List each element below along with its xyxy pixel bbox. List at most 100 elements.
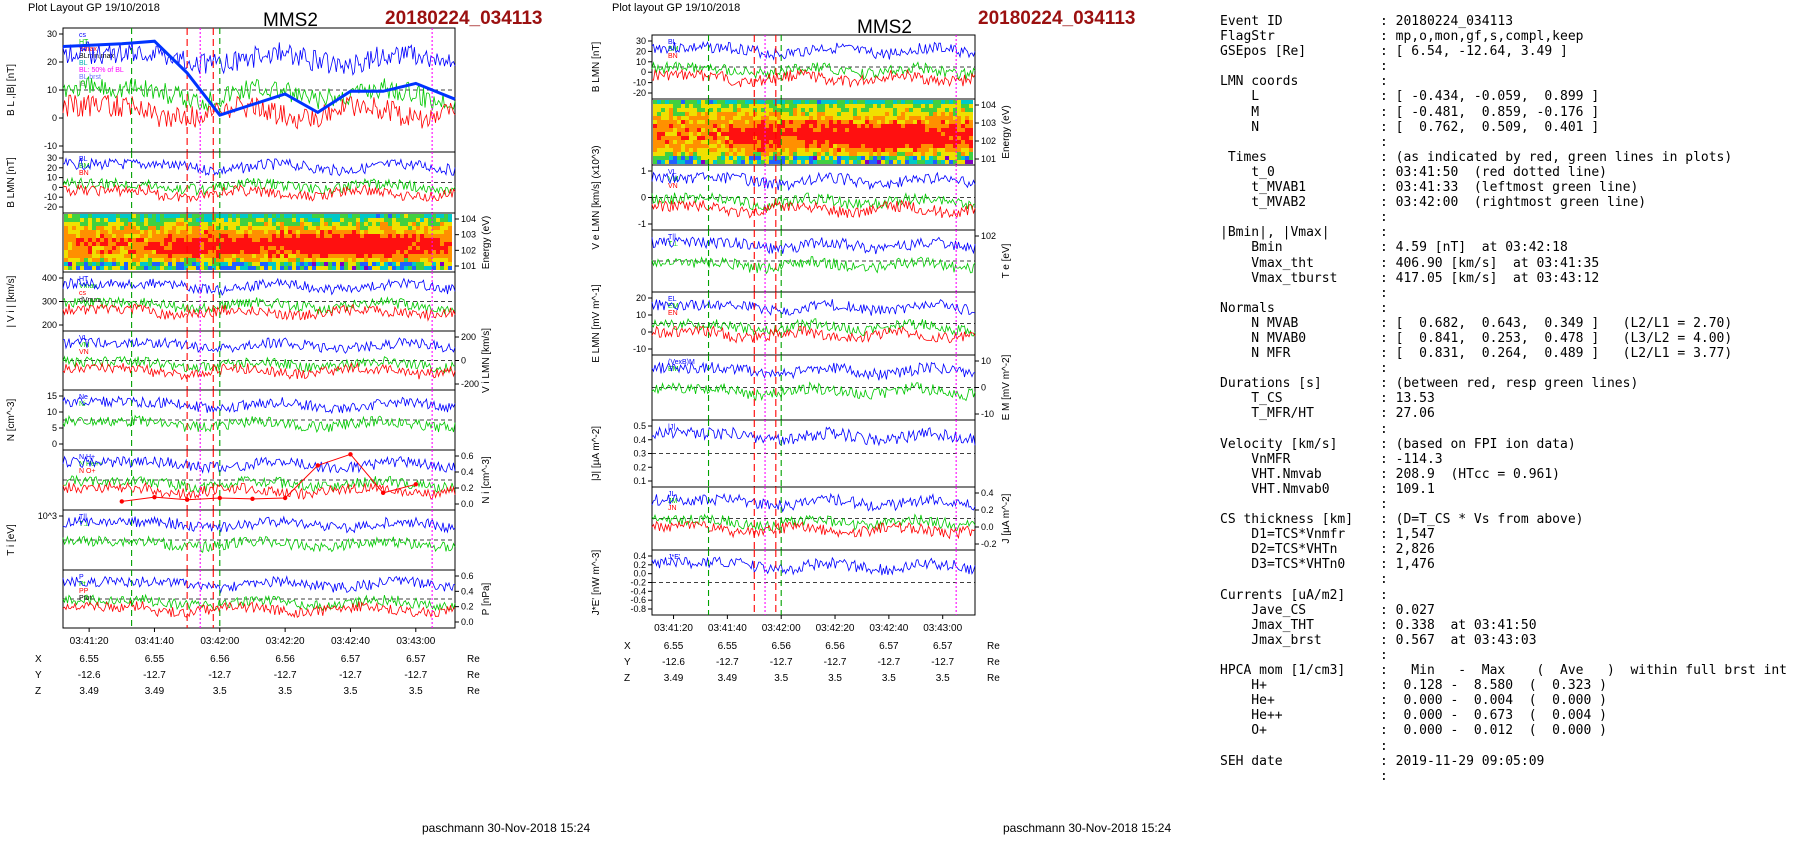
spectrogram-cell bbox=[88, 266, 92, 270]
spectrogram-cell bbox=[885, 112, 889, 116]
spectrogram-cell bbox=[360, 214, 364, 218]
spectrogram-cell bbox=[689, 140, 693, 144]
summary-row: t_MVAB2: 03:42:00 (rightmost green line) bbox=[1220, 195, 1800, 210]
spectrogram-cell bbox=[729, 112, 733, 116]
y-tick-label: 104 bbox=[981, 100, 996, 110]
spectrogram-cell bbox=[180, 218, 184, 222]
spectrogram-cell bbox=[677, 132, 681, 136]
spectrogram-cell bbox=[793, 124, 797, 128]
spectrogram-cell bbox=[380, 218, 384, 222]
spectrogram-cell bbox=[400, 258, 404, 262]
spectrogram-cell bbox=[941, 152, 945, 156]
spectrogram-cell bbox=[308, 254, 312, 258]
spectrogram-cell bbox=[300, 218, 304, 222]
spectrogram-cell bbox=[368, 234, 372, 238]
spectrogram-cell bbox=[737, 124, 741, 128]
spectrogram-cell bbox=[272, 218, 276, 222]
y-axis-label: |J| [µA m^-2] bbox=[591, 426, 602, 481]
spectrogram-cell bbox=[945, 140, 949, 144]
spectrogram-cell bbox=[857, 148, 861, 152]
spectrogram-cell bbox=[168, 266, 172, 270]
spectrogram-cell bbox=[348, 222, 352, 226]
x-tick-label: 03:41:20 bbox=[654, 623, 693, 634]
spectrogram-cell bbox=[160, 226, 164, 230]
spectrogram-cell bbox=[673, 108, 677, 112]
spectrogram-cell bbox=[749, 152, 753, 156]
spectrogram-cell bbox=[224, 246, 228, 250]
spectrogram-cell bbox=[204, 246, 208, 250]
spectrogram-cell bbox=[701, 128, 705, 132]
spectrogram-cell bbox=[881, 108, 885, 112]
summary-value: : (based on FPI ion data) bbox=[1380, 436, 1576, 452]
spectrogram-cell bbox=[104, 226, 108, 230]
spectrogram-cell bbox=[136, 222, 140, 226]
spectrogram-cell bbox=[885, 104, 889, 108]
spectrogram-cell bbox=[829, 156, 833, 160]
spectrogram-cell bbox=[753, 112, 757, 116]
spectrogram-cell bbox=[196, 214, 200, 218]
spectrogram-cell bbox=[280, 226, 284, 230]
spectrogram-cell bbox=[917, 140, 921, 144]
summary-value: : 03:42:00 (rightmost green line) bbox=[1380, 195, 1647, 211]
spectrogram-cell bbox=[845, 104, 849, 108]
spectrogram-cell bbox=[681, 148, 685, 152]
y-axis-label: J [µA m^-2] bbox=[1001, 493, 1012, 543]
spectrogram-cell bbox=[681, 116, 685, 120]
spectrogram-cell bbox=[741, 140, 745, 144]
spectrogram-cell bbox=[829, 132, 833, 136]
spectrogram-cell bbox=[945, 128, 949, 132]
spectrogram-cell bbox=[120, 226, 124, 230]
spectrogram-cell bbox=[296, 234, 300, 238]
y-tick-label: 0.0 bbox=[461, 499, 474, 509]
spectrogram-cell bbox=[733, 136, 737, 140]
spectrogram-cell bbox=[220, 242, 224, 246]
spectrogram-cell bbox=[364, 230, 368, 234]
left-plot-layout-label: Plot Layout GP 19/10/2018 bbox=[28, 2, 160, 14]
spectrogram-cell bbox=[148, 246, 152, 250]
spectrogram-cell bbox=[653, 136, 657, 140]
spectrogram-cell bbox=[172, 234, 176, 238]
spectrogram-cell bbox=[797, 104, 801, 108]
spectrogram-cell bbox=[853, 112, 857, 116]
spectrogram-cell bbox=[152, 222, 156, 226]
y-tick-label: 10 bbox=[636, 57, 646, 67]
spectrogram-cell bbox=[120, 218, 124, 222]
spectrogram-cell bbox=[112, 246, 116, 250]
spectrogram-cell bbox=[737, 120, 741, 124]
summary-row: L: [ -0.434, -0.059, 0.899 ] bbox=[1220, 89, 1800, 104]
summary-row: Normals: bbox=[1220, 301, 1800, 316]
spectrogram-cell bbox=[741, 128, 745, 132]
spectrogram-cell bbox=[268, 222, 272, 226]
spectrogram-cell bbox=[248, 266, 252, 270]
spectrogram-cell bbox=[693, 148, 697, 152]
spectrogram-cell bbox=[801, 108, 805, 112]
spectrogram-cell bbox=[384, 250, 388, 254]
spectrogram-cell bbox=[356, 230, 360, 234]
spectrogram-cell bbox=[416, 214, 420, 218]
spectrogram-cell bbox=[212, 218, 216, 222]
spectrogram-cell bbox=[96, 250, 100, 254]
spectrogram-cell bbox=[248, 250, 252, 254]
spectrogram-cell bbox=[961, 156, 965, 160]
spectrogram-cell bbox=[865, 104, 869, 108]
spectrogram-cell bbox=[324, 266, 328, 270]
spectrogram-cell bbox=[933, 112, 937, 116]
spectrogram-cell bbox=[140, 226, 144, 230]
spectrogram-cell bbox=[673, 160, 677, 164]
y-tick-label: 101 bbox=[461, 261, 476, 271]
spectrogram-cell bbox=[693, 132, 697, 136]
spectrogram-cell bbox=[168, 258, 172, 262]
spectrogram-cell bbox=[885, 116, 889, 120]
spectrogram-cell bbox=[220, 258, 224, 262]
spectrogram-cell bbox=[424, 222, 428, 226]
spectrogram-cell bbox=[264, 262, 268, 266]
spectrogram-cell bbox=[140, 218, 144, 222]
spectrogram-cell bbox=[140, 246, 144, 250]
spectrogram-cell bbox=[100, 226, 104, 230]
spectrogram-cell bbox=[240, 238, 244, 242]
spectrogram-cell bbox=[428, 246, 432, 250]
spectrogram-cell bbox=[813, 148, 817, 152]
spectrogram-cell bbox=[364, 214, 368, 218]
spectrogram-cell bbox=[360, 258, 364, 262]
spectrogram-cell bbox=[961, 124, 965, 128]
